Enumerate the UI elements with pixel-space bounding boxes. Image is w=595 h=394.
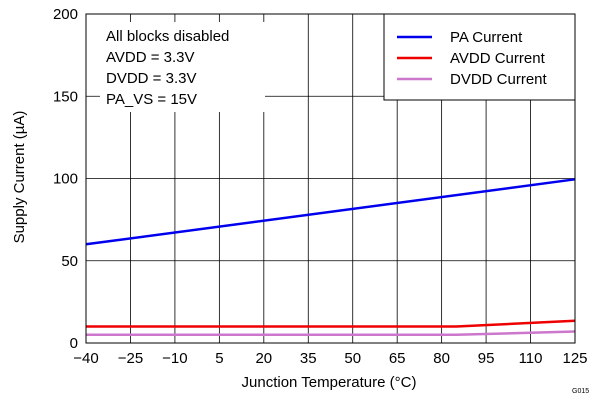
plot-frame	[85, 13, 576, 344]
y-tick-label: 0	[70, 335, 78, 352]
figure-id: G015	[572, 388, 589, 394]
ticks: −40 −25 −10 5 20 35 50 65 80 95 110 125 0 50 100 150 200	[53, 6, 588, 367]
series-line-dvdd-current	[86, 330, 576, 337]
annotation-line-2: AVDD = 3.3V	[106, 49, 195, 66]
y-tick-label: 100	[53, 171, 78, 188]
legend-label-pa-current: PA Current	[450, 29, 523, 46]
x-tick-label: −10	[162, 350, 187, 367]
x-tick-label: 95	[478, 350, 495, 367]
x-tick-label: 110	[519, 350, 543, 367]
x-tick-label: 50	[344, 350, 361, 367]
x-tick-label: 80	[433, 350, 450, 367]
x-tick-label: −25	[118, 350, 143, 367]
annotation-box	[100, 22, 265, 112]
y-tick-label: 150	[53, 88, 78, 105]
legend: PA Current AVDD Current DVDD Current	[383, 13, 576, 101]
y-tick-label: 200	[53, 6, 78, 23]
annotation-line-3: DVDD = 3.3V	[106, 70, 196, 87]
legend-label-avdd-current: AVDD Current	[450, 50, 546, 67]
x-tick-label: 65	[389, 350, 406, 367]
series-line-avdd-current	[86, 319, 576, 328]
x-axis-title: Junction Temperature (°C)	[242, 374, 417, 391]
series-layer	[85, 178, 576, 337]
x-tick-label: 5	[215, 350, 223, 367]
x-tick-label: 125	[562, 350, 587, 367]
annotation-line-1: All blocks disabled	[106, 28, 229, 45]
y-tick-label: 50	[61, 253, 78, 270]
series-line-pa-current	[85, 178, 576, 246]
x-tick-label: 20	[255, 350, 272, 367]
y-axis-title: Supply Current (µA)	[11, 111, 28, 244]
x-tick-label: −40	[73, 350, 98, 367]
x-tick-label: 35	[300, 350, 317, 367]
legend-label-dvdd-current: DVDD Current	[450, 71, 548, 88]
annotation-line-4: PA_VS = 15V	[106, 91, 197, 108]
